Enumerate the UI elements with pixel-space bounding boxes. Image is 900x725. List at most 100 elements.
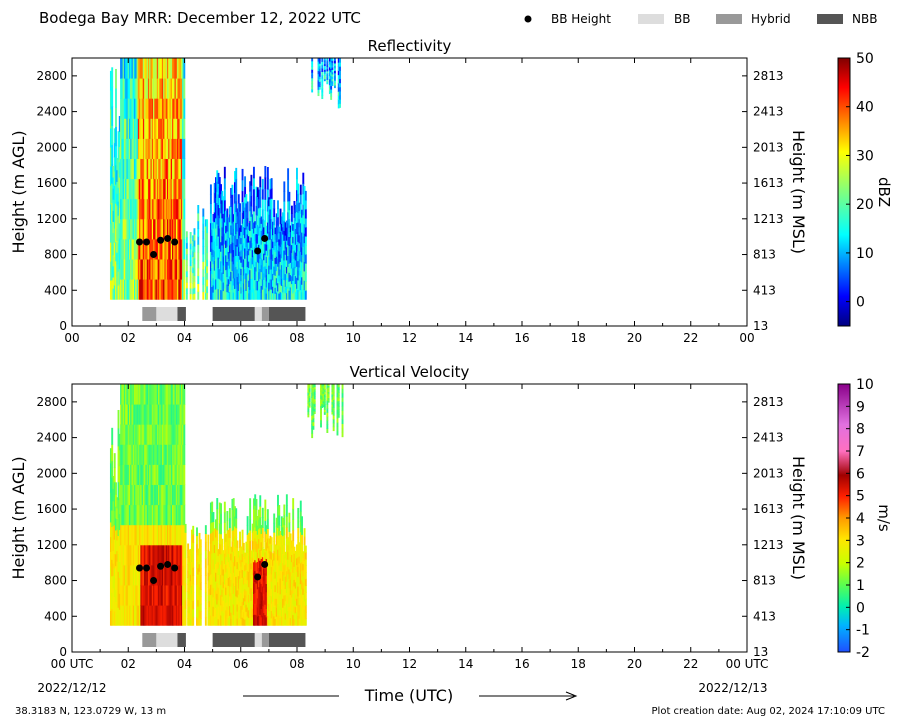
field-cell: [126, 218, 129, 240]
field-cell: [155, 259, 158, 280]
field-cell: [256, 579, 259, 590]
field-cell: [123, 279, 126, 300]
field-cell: [164, 384, 167, 405]
field-cell: [164, 484, 167, 506]
field-cell: [270, 198, 273, 209]
field-cell: [322, 384, 325, 387]
rain-type-segment: [268, 633, 306, 647]
field-cell: [160, 238, 163, 260]
field-cell: [302, 588, 305, 595]
field-cell: [240, 225, 243, 232]
field-cell: [249, 593, 252, 605]
field-cell: [275, 227, 278, 236]
field-cell: [261, 279, 264, 290]
field-cell: [120, 279, 122, 300]
field-cell: [244, 268, 247, 280]
field-cell: [217, 555, 220, 563]
colorbar-tick-label: 6: [856, 466, 865, 482]
field-cell: [156, 58, 159, 79]
field-cell: [177, 524, 179, 546]
field-cell: [290, 547, 293, 556]
field-cell: [284, 279, 287, 287]
field-cell: [242, 597, 245, 606]
field-cell: [218, 248, 221, 259]
field-cell: [173, 98, 176, 119]
field-cell: [279, 223, 282, 232]
field-cell: [151, 259, 154, 280]
field-cell: [227, 231, 230, 239]
field-cell: [174, 524, 177, 546]
field-cell: [302, 606, 305, 614]
field-cell: [197, 548, 200, 556]
field-cell: [173, 464, 176, 485]
field-cell: [254, 266, 257, 274]
field-cell: [250, 226, 253, 238]
colorbar-tick-label: 5: [856, 489, 865, 505]
field-cell: [156, 279, 159, 300]
field-cell: [131, 464, 134, 485]
field-cell: [127, 585, 130, 606]
field-cell: [302, 267, 305, 279]
colorbar-label: m/s: [875, 504, 893, 532]
field-cell: [169, 384, 172, 405]
field-cell: [141, 384, 144, 405]
field-cell: [140, 444, 143, 465]
field-cell: [245, 194, 248, 204]
field-cell: [158, 524, 160, 546]
field-cell: [235, 167, 238, 180]
field-cell: [269, 198, 272, 210]
field-cell: [256, 289, 259, 300]
field-cell: [215, 519, 217, 529]
field-cell: [130, 484, 133, 506]
field-cell: [130, 78, 133, 99]
field-cell: [185, 287, 188, 295]
field-cell: [171, 524, 174, 546]
field-cell: [215, 607, 217, 617]
field-cell: [292, 267, 295, 275]
field-cell: [230, 271, 233, 282]
field-cell: [112, 177, 115, 189]
colorbar-tick-label: 10: [856, 246, 874, 262]
field-cell: [139, 404, 141, 425]
field-cell: [117, 607, 120, 626]
field-cell: [282, 234, 284, 242]
field-cell: [217, 278, 220, 290]
field-cell: [223, 288, 226, 300]
field-cell: [221, 208, 224, 219]
field-cell: [239, 259, 241, 268]
field-cell: [230, 618, 233, 626]
field-cell: [123, 384, 126, 405]
field-cell: [178, 484, 181, 506]
field-cell: [222, 204, 225, 214]
rain-type-segment: [261, 307, 269, 321]
field-cell: [273, 522, 276, 533]
field-cell: [285, 220, 288, 228]
field-cell: [246, 552, 249, 563]
field-cell: [134, 279, 136, 300]
field-cell: [163, 464, 166, 485]
field-cell: [136, 384, 139, 405]
field-cell: [221, 290, 224, 300]
field-cell: [288, 263, 291, 273]
field-cell: [274, 257, 277, 264]
field-cell: [216, 614, 219, 626]
field-cell: [323, 404, 326, 408]
field-cell: [269, 269, 272, 280]
field-cell: [337, 411, 340, 415]
field-cell: [252, 561, 255, 573]
field-cell: [131, 178, 134, 200]
field-cell: [161, 158, 164, 180]
field-cell: [215, 536, 217, 547]
field-cell: [168, 78, 171, 99]
field-cell: [113, 128, 116, 144]
field-cell: [171, 464, 174, 485]
field-cell: [204, 575, 207, 585]
field-cell: [279, 609, 282, 618]
field-cell: [282, 535, 284, 546]
field-cell: [206, 232, 209, 240]
field-cell: [240, 553, 243, 561]
field-cell: [245, 583, 248, 591]
field-cell: [223, 266, 226, 278]
field-cell: [228, 605, 231, 616]
field-cell: [241, 277, 244, 289]
